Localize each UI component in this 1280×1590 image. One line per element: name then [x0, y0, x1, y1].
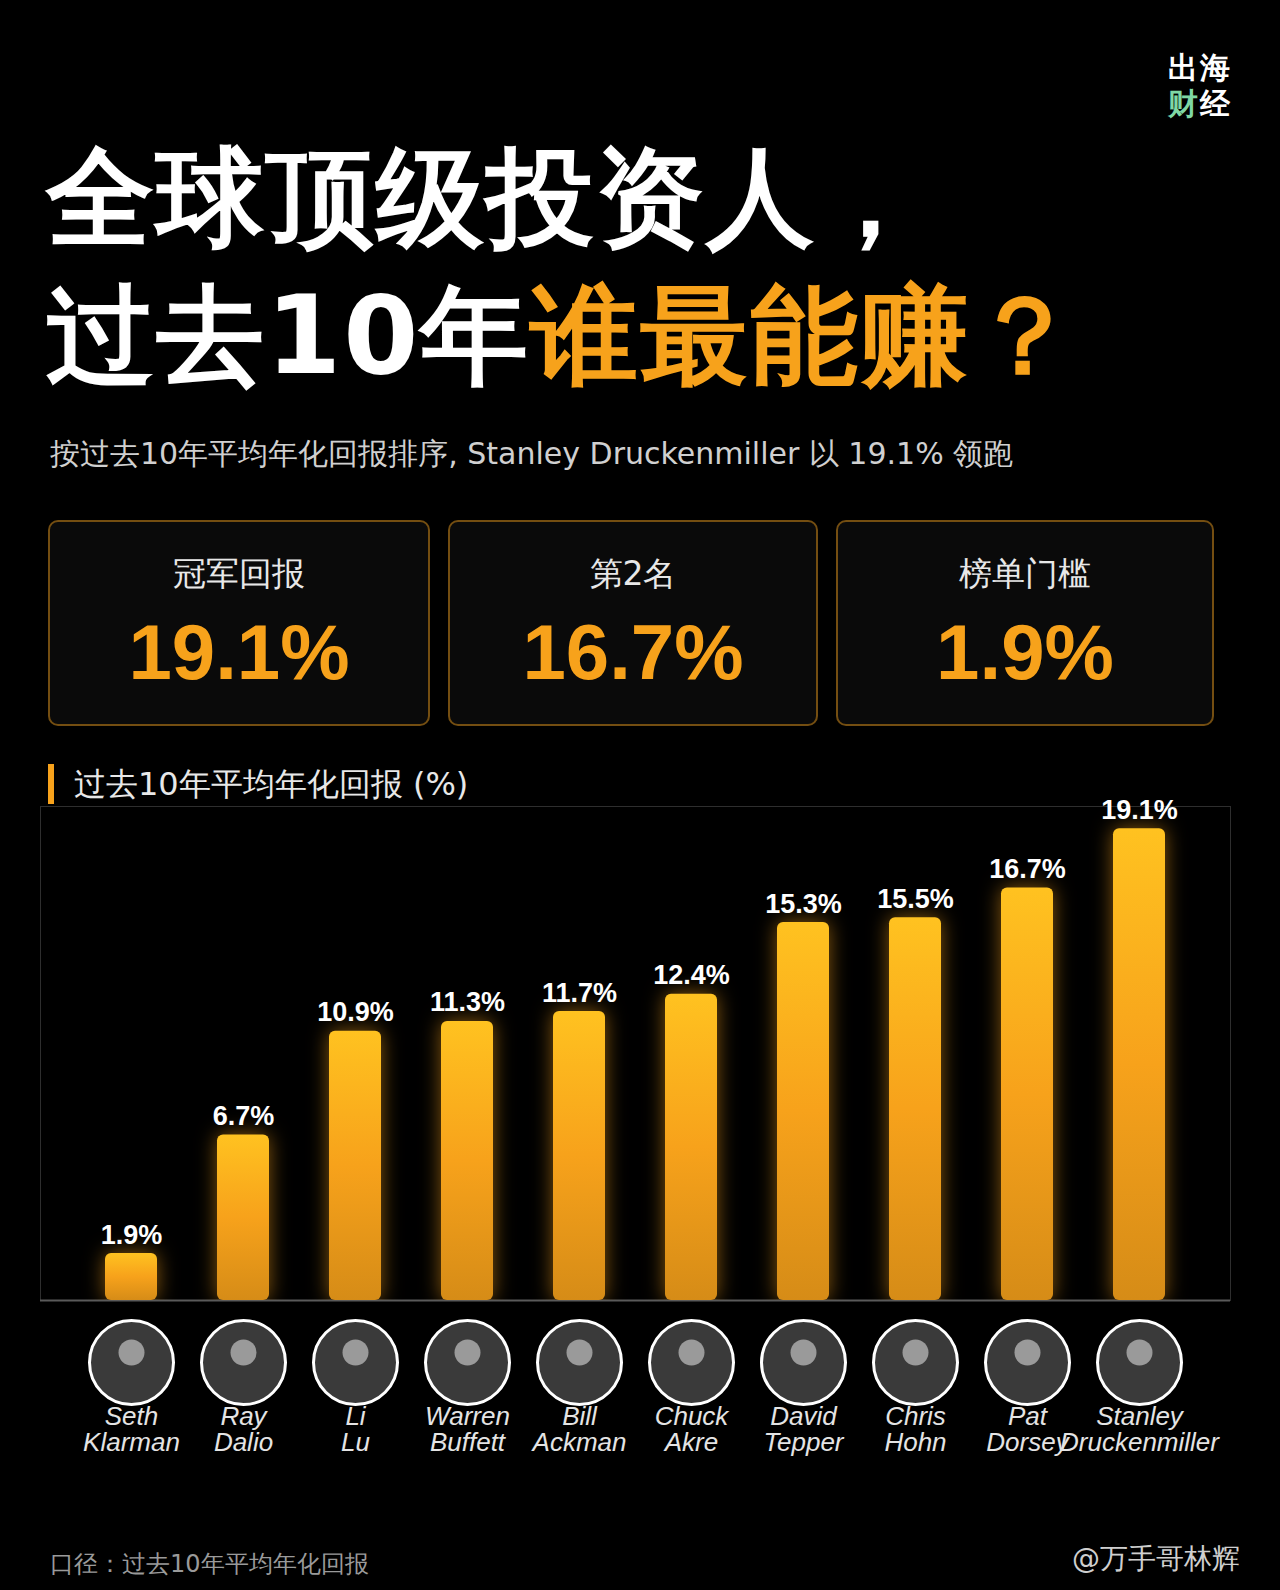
html-text:第2名: 第2名 — [589, 554, 677, 593]
svg-text:StanleyDruckenmiller: StanleyDruckenmiller — [1060, 1401, 1220, 1457]
html-text:按过去10年平均年化回报排序, Stanley Drucke: 按过去10年平均年化回报排序, Stanley Druckenmiller 以 … — [50, 436, 1014, 471]
svg-text:11.7%: 11.7% — [542, 978, 617, 1008]
svg-text:6.7%: 6.7% — [213, 1101, 275, 1131]
html-text:19.1%: 19.1% — [128, 608, 350, 696]
svg-text:11.3%: 11.3% — [430, 987, 505, 1017]
svg-text:ChrisHohn: ChrisHohn — [884, 1401, 946, 1457]
html-text:1.9%: 1.9% — [936, 608, 1114, 696]
svg-text:10.9%: 10.9% — [317, 997, 394, 1027]
svg-text:15.3%: 15.3% — [765, 889, 842, 919]
html-text:全球顶级投资人，: 全球顶级投资人， — [46, 135, 926, 260]
svg-text:16.7%: 16.7% — [989, 854, 1066, 884]
html-text:冠军回报: 冠军回报 — [173, 554, 305, 593]
svg-text:19.1%: 19.1% — [1101, 795, 1178, 825]
html-text:财经: 财经 — [1168, 86, 1232, 121]
svg-text:BillAckman: BillAckman — [531, 1401, 627, 1457]
svg-text:RayDalio: RayDalio — [214, 1401, 273, 1457]
svg-text:12.4%: 12.4% — [653, 960, 730, 990]
html-text:@万手哥林辉: @万手哥林辉 — [1072, 1542, 1240, 1575]
html-text:出海: 出海 — [1168, 50, 1232, 85]
html-text:16.7%: 16.7% — [522, 608, 744, 696]
svg-text:WarrenBuffett: WarrenBuffett — [425, 1401, 510, 1457]
svg-text:LiLu: LiLu — [341, 1401, 370, 1457]
html-text:榜单门槛: 榜单门槛 — [959, 554, 1091, 593]
svg-text:15.5%: 15.5% — [877, 884, 954, 914]
svg-text:ChuckAkre: ChuckAkre — [655, 1401, 731, 1457]
svg-text:1.9%: 1.9% — [101, 1220, 163, 1250]
html-text:口径：过去10年平均年化回报: 口径：过去10年平均年化回报 — [50, 1550, 369, 1578]
html-text:过去10年平均年化回报 (%): 过去10年平均年化回报 (%) — [74, 765, 469, 803]
svg-text:SethKlarman: SethKlarman — [83, 1401, 180, 1457]
svg-text:PatDorsey: PatDorsey — [986, 1401, 1070, 1457]
html-text:过去10年谁最能赚？: 过去10年谁最能赚？ — [46, 273, 1081, 398]
svg-text:DavidTepper: DavidTepper — [764, 1401, 845, 1457]
